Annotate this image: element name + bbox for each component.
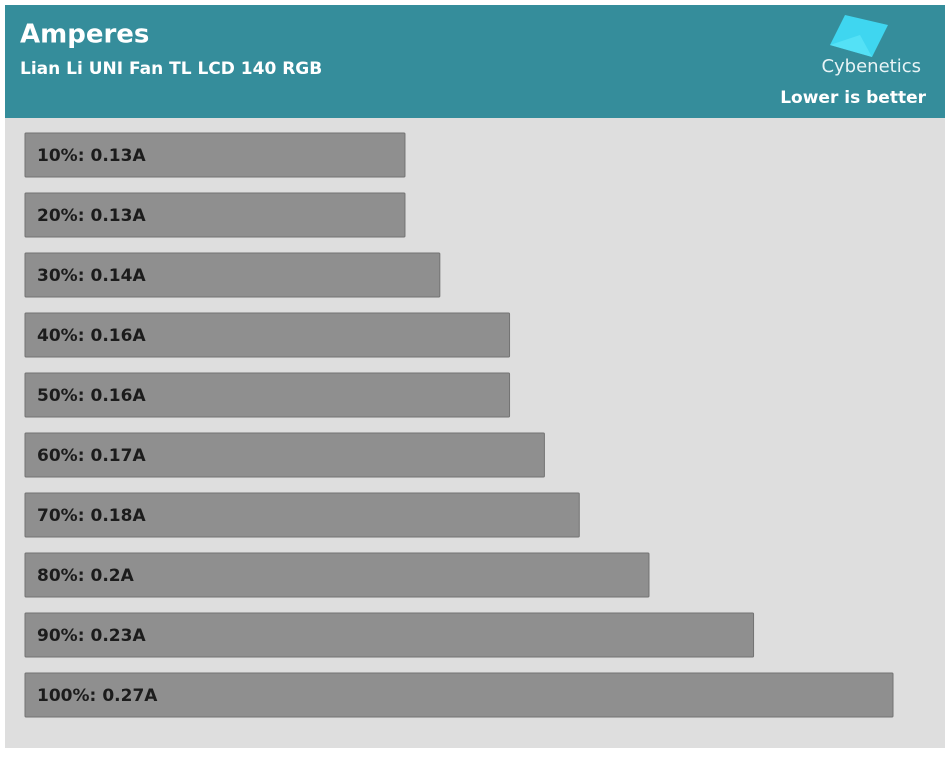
- bar-label: 90%: 0.23A: [37, 626, 146, 646]
- value-label: 0.18A: [91, 506, 147, 526]
- logo-icon-facet: [830, 35, 872, 57]
- header: [5, 5, 945, 118]
- bar: [24, 552, 650, 598]
- bar: [24, 432, 545, 478]
- category-label: 10%:: [37, 146, 85, 166]
- value-label: 0.16A: [91, 326, 147, 346]
- value-label: 0.14A: [91, 266, 147, 286]
- bar-label: 70%: 0.18A: [37, 506, 146, 526]
- value-label: 0.23A: [91, 626, 147, 646]
- bar: [24, 672, 894, 718]
- bar: [24, 312, 511, 358]
- bar-label: 40%: 0.16A: [37, 326, 146, 346]
- bar-label: 20%: 0.13A: [37, 206, 146, 226]
- logo-text: Cybenetics: [821, 56, 921, 77]
- category-label: 70%:: [37, 506, 85, 526]
- category-label: 50%:: [37, 386, 85, 406]
- category-label: 90%:: [37, 626, 85, 646]
- bar-label: 50%: 0.16A: [37, 386, 146, 406]
- category-label: 80%:: [37, 566, 85, 586]
- bar: [24, 492, 580, 538]
- bar-label: 60%: 0.17A: [37, 446, 146, 466]
- bar: [24, 612, 755, 658]
- category-label: 30%:: [37, 266, 85, 286]
- bar-label: 80%: 0.2A: [37, 566, 135, 586]
- value-label: 0.13A: [91, 206, 147, 226]
- category-label: 60%:: [37, 446, 85, 466]
- bar-label: 100%: 0.27A: [37, 686, 158, 706]
- value-label: 0.17A: [91, 446, 147, 466]
- value-label: 0.27A: [102, 686, 158, 706]
- bar: [24, 372, 511, 418]
- category-label: 40%:: [37, 326, 85, 346]
- chart-title: Amperes: [20, 20, 149, 50]
- chart-note: Lower is better: [780, 88, 926, 108]
- bar: [24, 192, 406, 238]
- bar-label: 10%: 0.13A: [37, 146, 146, 166]
- bar: [24, 132, 406, 178]
- category-label: 100%:: [37, 686, 96, 706]
- value-label: 0.2A: [91, 566, 135, 586]
- value-label: 0.16A: [91, 386, 147, 406]
- value-label: 0.13A: [91, 146, 147, 166]
- bar-label: 30%: 0.14A: [37, 266, 146, 286]
- chart-subtitle: Lian Li UNI Fan TL LCD 140 RGB: [20, 59, 322, 79]
- category-label: 20%:: [37, 206, 85, 226]
- bar: [24, 252, 441, 298]
